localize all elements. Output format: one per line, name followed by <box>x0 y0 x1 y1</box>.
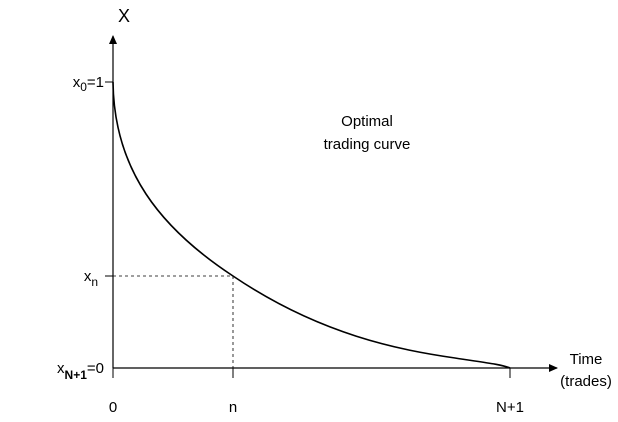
x-tick-label: n <box>229 399 237 416</box>
y-tick-label: xN+1=0 <box>57 360 104 382</box>
x-tick-label: 0 <box>109 399 117 416</box>
x-axis-label: Time <box>570 351 603 368</box>
y-tick-label: xn <box>84 268 98 289</box>
x-tick-label: N+1 <box>496 399 524 416</box>
trading-curve <box>112 81 511 369</box>
annotation: trading curve <box>324 136 411 153</box>
annotation: Optimal <box>341 113 393 130</box>
y-axis-label: X <box>118 6 130 26</box>
x-axis-label: (trades) <box>560 373 612 390</box>
y-tick-label: x0=1 <box>73 74 104 94</box>
